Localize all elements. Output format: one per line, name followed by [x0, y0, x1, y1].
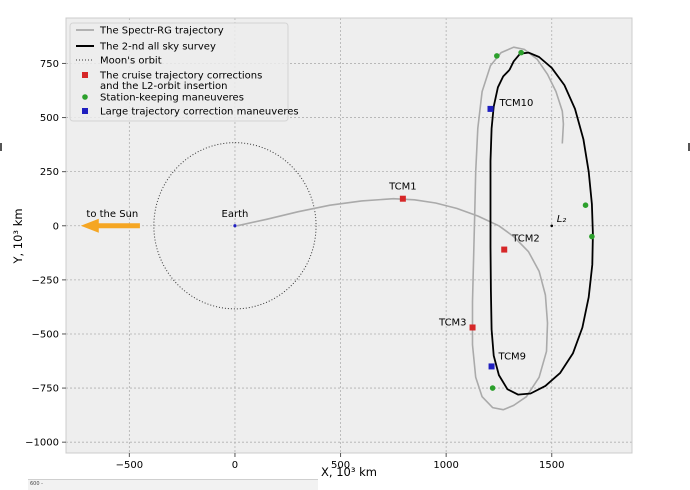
y-axis-label: Y, 10³ km — [11, 208, 25, 264]
legend-label: Station-keeping maneuveres — [100, 93, 244, 104]
series-group — [236, 46, 594, 411]
axis-ticks: −500 0 500 1000 1500 −1000 −750 −500 −250 0 250 500… — [25, 59, 564, 471]
station-keeping-marker — [494, 53, 500, 59]
legend-handle-dot — [82, 94, 88, 100]
y-tick-label: 500 — [40, 113, 59, 124]
tcm-marker — [501, 246, 508, 253]
x-tick-label: 0 — [232, 460, 238, 471]
sun-arrow-head — [80, 218, 99, 233]
station-keeping-marker — [518, 49, 524, 56]
legend-handle-square — [82, 72, 88, 78]
moon-orbit-circle — [153, 142, 317, 310]
legend-label: Moon's orbit — [100, 56, 162, 67]
tcm-marker — [469, 324, 476, 331]
x-tick-label: 500 — [331, 460, 350, 471]
x-axis-label: X, 10³ km — [321, 465, 377, 479]
y-tick-label: 0 — [53, 221, 59, 232]
legend-label-line2: and the L2-orbit insertion — [100, 81, 228, 92]
y-tick-label: −250 — [32, 275, 59, 286]
large-tcm-marker — [488, 363, 495, 370]
footer-strip-label: 600 - — [30, 481, 43, 487]
sun-label: to the Sun — [86, 209, 138, 220]
footer-strip: 600 - — [28, 479, 318, 490]
legend-label: The Spectr-RG trajectory — [99, 26, 224, 37]
plot-frame — [65, 17, 633, 454]
x-tick-label: 1000 — [433, 460, 458, 471]
markers-group — [80, 49, 595, 391]
legend-box — [69, 22, 289, 122]
tcm-marker — [399, 195, 406, 202]
y-tick-label: 750 — [40, 59, 59, 70]
l2-point — [550, 224, 554, 228]
left-edge-mark — [0, 143, 2, 151]
y-tick-label: −500 — [32, 329, 59, 340]
legend-label: The 2-nd all sky survey — [99, 42, 216, 53]
x-tick-label: 1500 — [539, 460, 564, 471]
sky-survey-line — [489, 51, 594, 396]
legend-handle-square — [82, 108, 88, 114]
station-keeping-marker — [489, 385, 496, 391]
spectr-rg-trajectory-line — [236, 46, 565, 411]
station-keeping-marker — [582, 202, 589, 209]
large-tcm-marker — [487, 105, 494, 112]
annotations-group: Earth L₂ to the Sun TCM1 TCM2 TCM3 TCM10 TCM… — [86, 98, 566, 363]
legend-label: The cruise trajectory corrections — [99, 71, 262, 82]
y-tick-label: −1000 — [25, 438, 59, 449]
station-keeping-marker — [589, 233, 595, 240]
l2-label: L₂ — [557, 214, 567, 225]
y-tick-label: −750 — [32, 384, 59, 395]
large-tcm-label: TCM10 — [499, 98, 534, 109]
moon-orbit — [153, 142, 317, 310]
tcm-label: TCM3 — [438, 317, 467, 328]
x-tick-label: −500 — [116, 460, 143, 471]
right-edge-mark — [688, 143, 690, 151]
earth-label: Earth — [222, 209, 249, 220]
legend: The Spectr-RG trajectory The 2-nd all sky… — [69, 22, 299, 122]
tcm-label: TCM2 — [511, 234, 540, 245]
y-tick-label: 250 — [40, 167, 59, 178]
large-tcm-label: TCM9 — [498, 351, 527, 362]
earth-point — [233, 224, 237, 228]
legend-label: Large trajectory correction maneuveres — [100, 107, 299, 118]
tcm-label: TCM1 — [388, 182, 417, 193]
